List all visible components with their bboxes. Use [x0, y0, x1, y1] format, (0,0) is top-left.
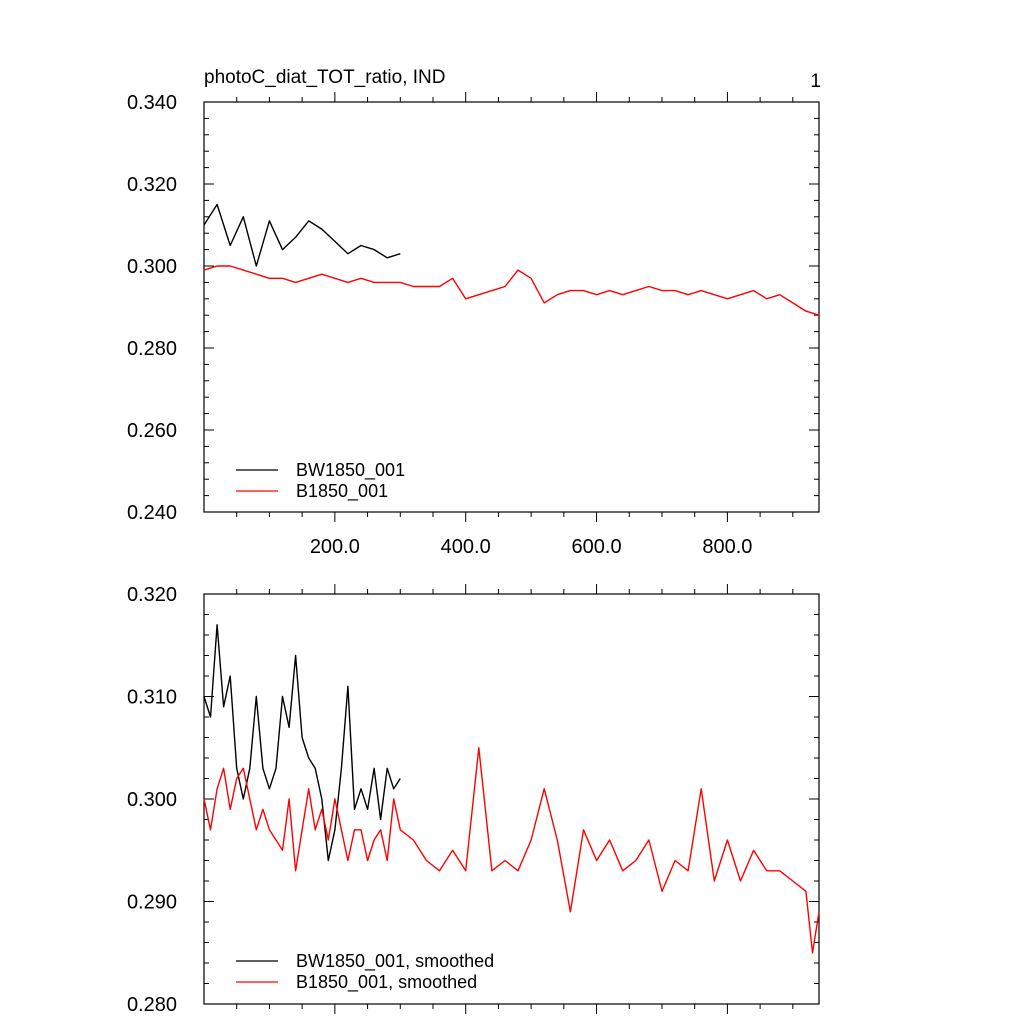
top-xtick-label: 200.0: [310, 536, 360, 558]
panel-corner-label: 1: [810, 71, 821, 92]
top-series-line-bw1850: [203, 203, 401, 267]
bottom-ytick-label: 0.280: [127, 994, 177, 1016]
top-xtick-label: 800.0: [702, 536, 752, 558]
bottom-ytick-label: 0.320: [127, 584, 177, 606]
top-series-line-b1850: [203, 265, 820, 316]
top-legend: BW1850_001 B1850_001: [236, 460, 405, 502]
top-ytick-label: 0.320: [127, 174, 177, 196]
top-series-group: [203, 203, 820, 316]
bottom-ytick-label: 0.290: [127, 892, 177, 914]
bottom-ytick-label: 0.310: [127, 687, 177, 709]
top-panel-title: photoC_diat_TOT_ratio, IND: [204, 67, 446, 88]
bottom-series-group: [203, 624, 820, 954]
legend-label-bw1850: BW1850_001: [296, 460, 405, 481]
bottom-legend: BW1850_001, smoothed B1850_001, smoothed: [236, 951, 494, 993]
bottom-ytick-label: 0.300: [127, 789, 177, 811]
legend-label-bw1850-smoothed: BW1850_001, smoothed: [296, 951, 494, 972]
top-ytick-label: 0.300: [127, 256, 177, 278]
top-xtick-label: 400.0: [441, 536, 491, 558]
legend-label-b1850: B1850_001: [296, 481, 388, 502]
top-ytick-label: 0.340: [127, 92, 177, 114]
top-xtick-label: 600.0: [572, 536, 622, 558]
bottom-panel: 0.280 0.290 0.300 0.310 0.320 BW1850_001, sm…: [127, 584, 820, 1016]
top-ytick-label: 0.280: [127, 338, 177, 360]
top-ytick-label: 0.240: [127, 502, 177, 524]
bottom-axis-ticks: 0.280 0.290 0.300 0.310 0.320: [127, 584, 819, 1016]
top-panel: photoC_diat_TOT_ratio, IND 1 0.2400.2600…: [127, 67, 821, 558]
top-axis-ticks: 0.240 0.260 0.280 0.300 0.320 0.340 200.0 400.0…: [127, 92, 819, 558]
bottom-series-line-b1850: [203, 747, 820, 954]
top-plot-frame: [203, 101, 820, 513]
bottom-series-line-bw1850: [203, 624, 401, 862]
top-ytick-label: 0.260: [127, 420, 177, 442]
legend-label-b1850-smoothed: B1850_001, smoothed: [296, 972, 477, 993]
